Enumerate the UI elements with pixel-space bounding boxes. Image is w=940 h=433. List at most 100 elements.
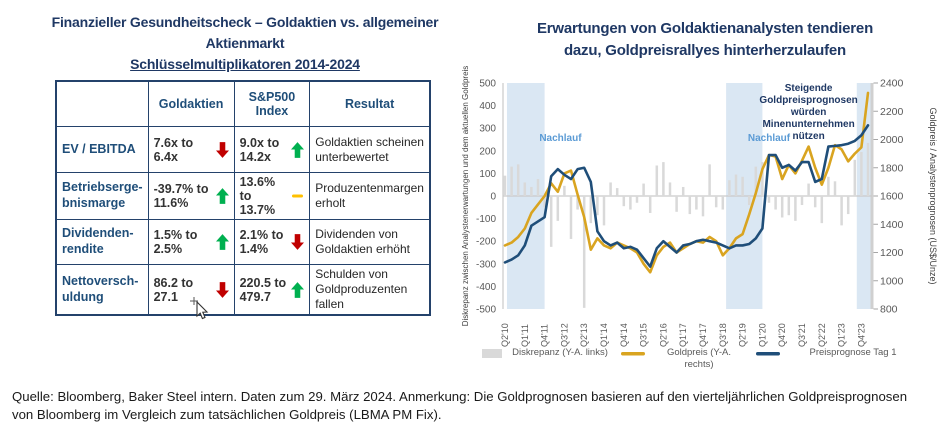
svg-text:-100: -100: [476, 214, 496, 225]
svg-text:Q3'21: Q3'21: [797, 323, 807, 347]
table-header-row: Goldaktien S&P500 Index Resultat: [55, 80, 431, 127]
svg-text:Q1'20: Q1'20: [757, 323, 767, 347]
arrow-down-icon: [215, 281, 229, 298]
svg-text:Q1'23: Q1'23: [837, 323, 847, 347]
row-label: Nettoversch-uldung: [55, 264, 149, 316]
svg-text:1200: 1200: [880, 247, 904, 259]
svg-text:-300: -300: [476, 259, 496, 270]
legend-item-preisprognose: Preisprognose Tag 1: [756, 347, 918, 359]
svg-text:-500: -500: [476, 305, 496, 316]
nachlauf-label: Nachlauf: [748, 133, 791, 144]
source-note-line2: von Bloomberg im Vergleich zum tatsächli…: [12, 407, 442, 423]
result-text: Produzentenmargen erholt: [309, 172, 431, 220]
legend-label: Diskrepanz (Y-A. links): [512, 347, 608, 358]
chart-title-line2: dazu, Goldpreisrallyes hinterherzulaufen: [563, 41, 847, 59]
annotation-text: Steigende: [785, 83, 833, 94]
svg-text:200: 200: [479, 146, 496, 157]
svg-text:Q4'11: Q4'11: [540, 324, 550, 347]
gold-value: 86.2 to 27.1: [153, 275, 194, 304]
chart-title: Erwartungen von Goldaktienanalysten tend…: [495, 18, 915, 62]
gold-forecast-chart: 500 400 300 200 100 0 -100 -200 -300 -400 -500 2400…: [460, 63, 938, 375]
chart-plot-area: 5004003002001000-100-200-300-400-5002400…: [461, 66, 938, 347]
svg-text:300: 300: [479, 124, 496, 135]
source-note: Quelle: Bloomberg, Baker Steel intern. D…: [12, 388, 934, 424]
legend-item-diskrepanz: Diskrepanz (Y-A. links): [482, 347, 610, 359]
table-row: Dividenden-rendite 1.5% to 2.5% 2.1% to …: [55, 219, 431, 265]
svg-text:Q2'19: Q2'19: [738, 323, 748, 347]
right-axis-title: Goldpreis / Analystenprognosen (US$/Unze…: [928, 107, 938, 284]
key-multipliers-table: Goldaktien S&P500 Index Resultat EV / EB…: [55, 80, 431, 316]
result-text: Dividenden von Goldaktien erhöht: [309, 219, 431, 265]
mouse-cursor-icon: [190, 297, 209, 320]
sp500-value: 220.5 to 479.7: [239, 275, 287, 304]
svg-text:Q3'15: Q3'15: [639, 323, 649, 347]
svg-text:Q3'18: Q3'18: [718, 323, 728, 347]
svg-text:Q1'11: Q1'11: [520, 324, 530, 347]
svg-text:2400: 2400: [880, 78, 904, 90]
svg-text:2000: 2000: [880, 134, 904, 146]
legend-item-goldpreis: Goldpreis (Y-A. rechts): [621, 347, 745, 372]
gold-value: -39.7% to 11.6%: [153, 182, 209, 210]
svg-text:800: 800: [880, 304, 898, 316]
svg-text:1600: 1600: [880, 191, 904, 203]
svg-text:1000: 1000: [880, 275, 904, 287]
bar-swatch-icon: [482, 349, 502, 358]
arrow-up-icon: [215, 188, 229, 204]
header-resultat: Resultat: [309, 80, 431, 127]
chart-legend: Diskrepanz (Y-A. links) Goldpreis (Y-A. …: [482, 347, 918, 372]
sp500-value: 9.0x to 14.2x: [239, 135, 280, 164]
header-sp500: S&P500 Index: [233, 80, 311, 127]
svg-text:Q2'10: Q2'10: [500, 323, 510, 347]
arrow-up-icon: [291, 141, 305, 158]
left-panel-title: Finanzieller Gesundheitscheck – Goldakti…: [15, 12, 475, 75]
left-title-line1: Finanzieller Gesundheitscheck – Goldakti…: [51, 14, 439, 30]
annotation-text: Goldpreisprognosen: [759, 95, 857, 106]
header-empty-cell: [55, 80, 149, 127]
svg-text:Q4'20: Q4'20: [777, 323, 787, 347]
left-axis-title: Diskrepanz zwischen Analystenerwartungen…: [461, 66, 470, 327]
sp500-value: 2.1% to 1.4%: [239, 228, 284, 256]
legend-label: Goldpreis (Y-A. rechts): [666, 347, 732, 371]
dash-flat-icon: [292, 189, 304, 203]
annotation-text: nützen: [792, 131, 824, 142]
svg-text:-200: -200: [476, 237, 496, 248]
gold-value: 1.5% to 2.5%: [153, 228, 198, 256]
svg-text:Q3'12: Q3'12: [559, 323, 569, 347]
left-title-line3: Schlüsselmultiplikatoren 2014-2024: [130, 56, 360, 72]
annotation-text: Minenunternehmen: [762, 119, 854, 130]
arrow-up-icon: [291, 281, 305, 298]
svg-text:Q1'14: Q1'14: [599, 323, 609, 347]
line-swatch-icon: [756, 352, 780, 356]
svg-text:2200: 2200: [880, 106, 904, 118]
svg-text:500: 500: [479, 79, 496, 90]
svg-text:Q1'17: Q1'17: [678, 323, 688, 347]
svg-text:-400: -400: [476, 282, 496, 293]
legend-label: Preisprognose Tag 1: [809, 347, 897, 358]
svg-text:Q2'22: Q2'22: [817, 323, 827, 347]
svg-text:400: 400: [479, 101, 496, 112]
arrow-down-icon: [291, 234, 305, 250]
svg-text:Q4'23: Q4'23: [856, 323, 866, 347]
svg-text:Q2'13: Q2'13: [579, 323, 589, 347]
arrow-down-icon: [215, 141, 229, 158]
arrow-up-icon: [215, 234, 229, 250]
svg-text:0: 0: [490, 192, 496, 203]
result-text: Goldaktien scheinen unterbewertet: [309, 126, 431, 173]
svg-text:Q4'17: Q4'17: [698, 323, 708, 347]
left-title-line2: Aktienmarkt: [205, 35, 285, 51]
chart-title-line1: Erwartungen von Goldaktienanalysten tend…: [536, 20, 874, 37]
nachlauf-label: Nachlauf: [539, 133, 582, 144]
sp500-value: 13.6% to 13.7%: [239, 175, 276, 217]
table-row: Nettoversch-uldung 86.2 to 27.1 220.5 to…: [55, 264, 431, 316]
table-row: EV / EBITDA 7.6x to 6.4x 9.0x to 14.2x G…: [55, 126, 431, 173]
row-label: EV / EBITDA: [55, 126, 149, 173]
svg-text:100: 100: [479, 169, 496, 180]
svg-text:Q2'16: Q2'16: [658, 323, 668, 347]
annotation-text: würden: [790, 107, 827, 118]
line-swatch-icon: [621, 352, 645, 356]
svg-text:1800: 1800: [880, 162, 904, 174]
svg-text:1400: 1400: [880, 219, 904, 231]
row-label: Betriebserge-bnismarge: [55, 172, 149, 220]
source-note-line1: Quelle: Bloomberg, Baker Steel intern. D…: [12, 389, 908, 404]
gold-value: 7.6x to 6.4x: [153, 135, 194, 164]
